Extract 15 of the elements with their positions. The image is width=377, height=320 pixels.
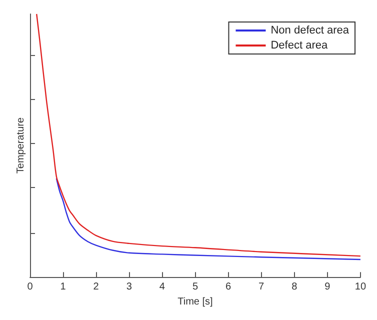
x-tick-label: 1 xyxy=(60,282,66,293)
legend-label: Defect area xyxy=(270,40,328,52)
legend-label: Non defect area xyxy=(270,24,350,36)
x-tick-label: 3 xyxy=(126,282,132,293)
x-tick-label: 5 xyxy=(192,282,198,293)
x-tick-label: 7 xyxy=(258,282,265,293)
x-axis-title: Time [s] xyxy=(178,296,214,308)
x-tick-label: 4 xyxy=(159,282,166,293)
x-tick-label: 9 xyxy=(324,282,331,293)
x-tick-label: 10 xyxy=(354,282,366,293)
x-tick-label: 6 xyxy=(225,282,232,293)
y-axis-title: Temperature xyxy=(16,117,26,174)
x-tick-label: 0 xyxy=(27,282,34,293)
x-tick-label: 8 xyxy=(292,282,298,293)
x-tick-label: 2 xyxy=(93,282,100,293)
